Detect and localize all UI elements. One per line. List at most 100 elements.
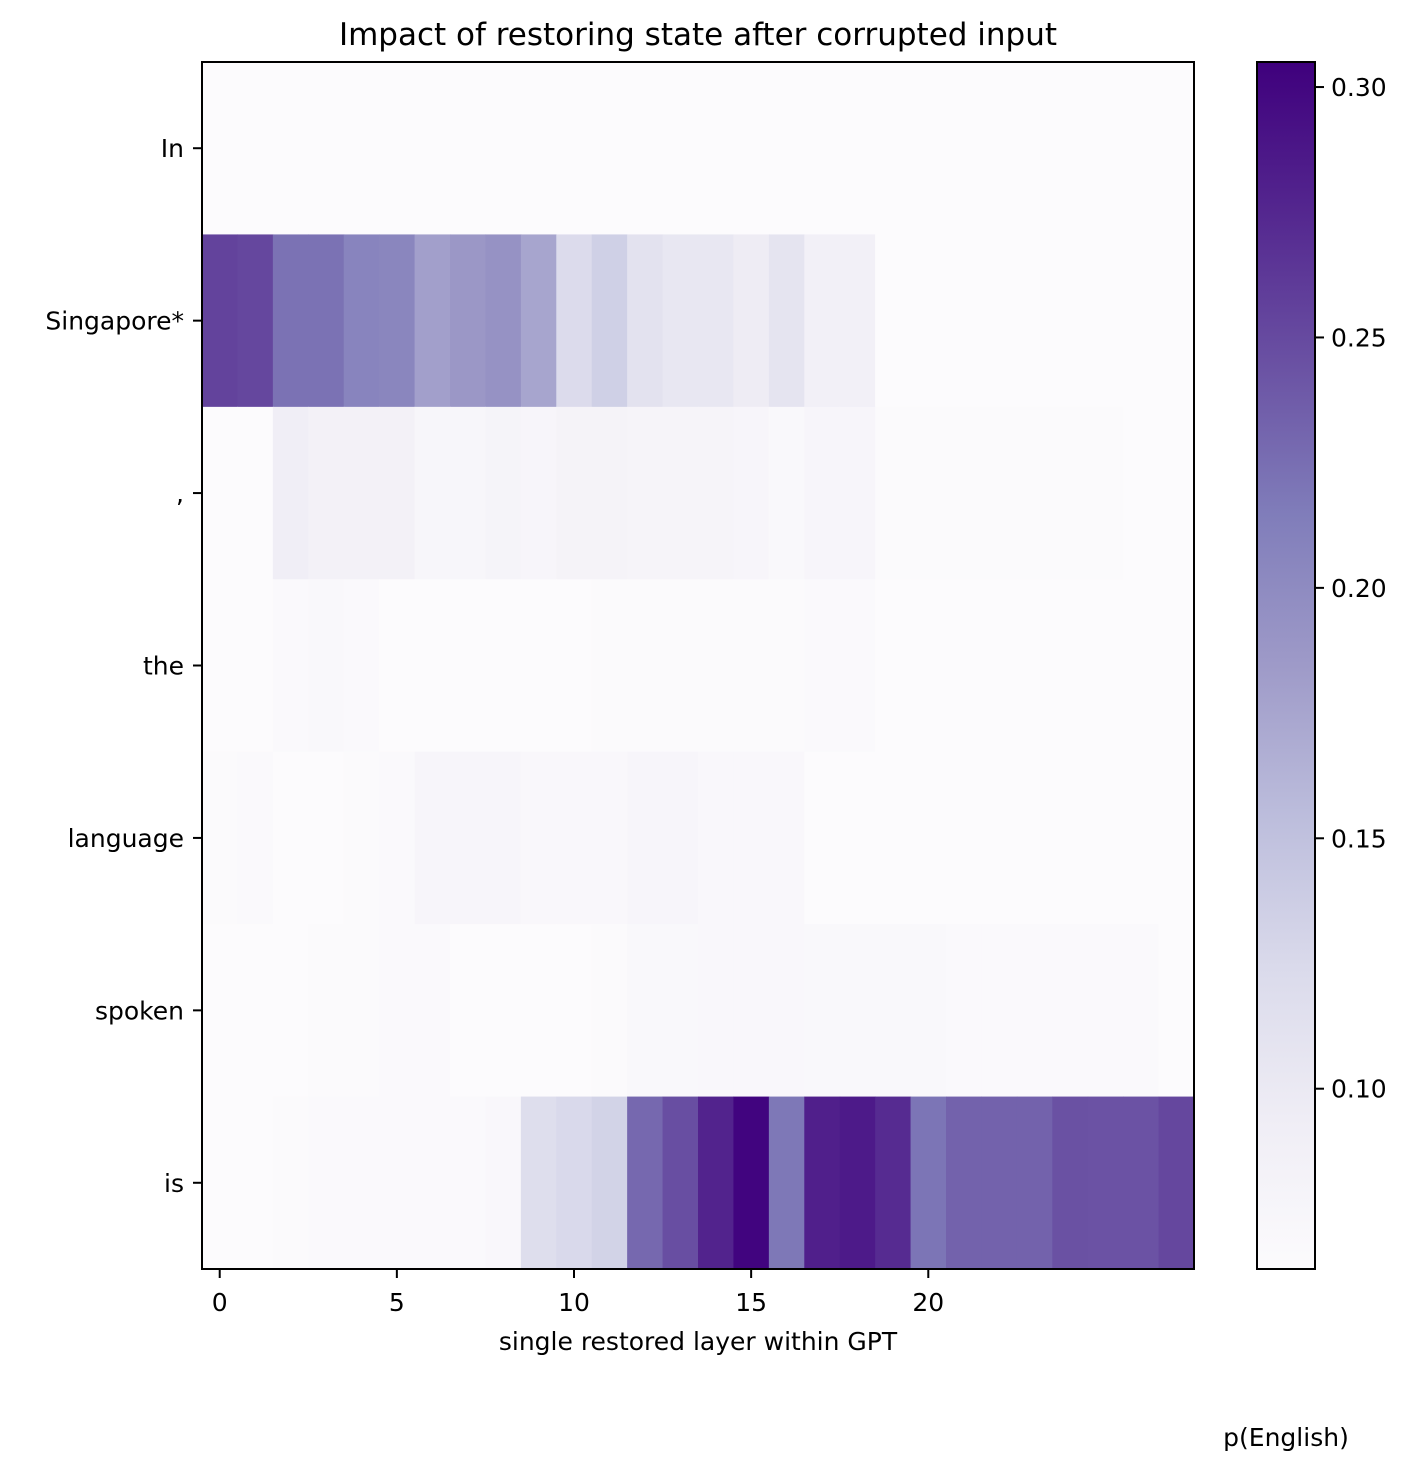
heatmap-cell xyxy=(875,62,912,236)
heatmap-cell xyxy=(839,579,876,753)
heatmap-cell xyxy=(450,924,487,1098)
heatmap-cell xyxy=(627,234,664,408)
heatmap-cell xyxy=(1158,924,1195,1098)
heatmap-cell xyxy=(1016,751,1053,925)
heatmap-cell xyxy=(343,924,380,1098)
heatmap-cell xyxy=(450,62,487,236)
heatmap-cell xyxy=(698,62,735,236)
colorbar-tick-label: 0.25 xyxy=(1331,323,1387,352)
x-tick-label: 15 xyxy=(735,1288,767,1317)
y-axis: In Singapore*, the language spoken is xyxy=(45,134,202,1198)
heatmap-cell xyxy=(237,751,274,925)
x-axis: 0 5 10 15 20 xyxy=(212,1269,944,1317)
heatmap-cell xyxy=(450,406,487,580)
heatmap-cell xyxy=(698,924,735,1098)
colorbar xyxy=(1256,61,1316,1270)
heatmap-cell xyxy=(733,751,770,925)
heatmap-cell xyxy=(910,1096,947,1270)
heatmap-cell xyxy=(591,1096,628,1270)
heatmap-cell xyxy=(1016,234,1053,408)
heatmap-cell xyxy=(662,751,699,925)
heatmap-cell xyxy=(910,924,947,1098)
y-tick-label: language xyxy=(68,824,184,853)
heatmap-cell xyxy=(875,406,912,580)
heatmap-cell xyxy=(1087,924,1124,1098)
heatmap-cell xyxy=(556,579,593,753)
heatmap-cell xyxy=(662,62,699,236)
heatmap-cell xyxy=(520,62,557,236)
heatmap-cell xyxy=(591,751,628,925)
heatmap-cell xyxy=(556,1096,593,1270)
heatmap-cell xyxy=(627,579,664,753)
heatmap-cell xyxy=(698,234,735,408)
heatmap-cell xyxy=(485,1096,522,1270)
heatmap-cell xyxy=(1016,406,1053,580)
heatmap-cell xyxy=(946,751,983,925)
heatmap-cell xyxy=(272,751,309,925)
x-axis-label: single restored layer within GPT xyxy=(499,1327,898,1356)
heatmap-cell xyxy=(768,406,805,580)
heatmap-cell xyxy=(237,924,274,1098)
heatmap-cell xyxy=(1016,579,1053,753)
heatmap-cell xyxy=(627,62,664,236)
heatmap-cell xyxy=(237,62,274,236)
heatmap-cell xyxy=(237,1096,274,1270)
heatmap-cell xyxy=(768,924,805,1098)
heatmap-cell xyxy=(272,579,309,753)
heatmap-cell xyxy=(520,234,557,408)
heatmap-cell xyxy=(272,1096,309,1270)
heatmap-cell xyxy=(556,751,593,925)
heatmap-cell xyxy=(698,751,735,925)
heatmap-cell xyxy=(485,579,522,753)
heatmap-cell xyxy=(202,62,239,236)
heatmap-cell xyxy=(520,406,557,580)
heatmap-cell xyxy=(1052,406,1089,580)
heatmap-cell xyxy=(202,1096,239,1270)
heatmap-cell xyxy=(662,579,699,753)
heatmap-cell xyxy=(379,579,416,753)
heatmap-cell xyxy=(768,1096,805,1270)
heatmap-cell xyxy=(414,924,451,1098)
heatmap-cell xyxy=(910,234,947,408)
heatmap-cell xyxy=(414,579,451,753)
heatmap-cell xyxy=(202,579,239,753)
heatmap-cell xyxy=(591,406,628,580)
heatmap-cell xyxy=(520,579,557,753)
heatmap-cell xyxy=(627,924,664,1098)
heatmap-cell xyxy=(1087,406,1124,580)
heatmap-cell xyxy=(733,62,770,236)
heatmap-cell xyxy=(804,1096,841,1270)
heatmap-cell xyxy=(662,406,699,580)
heatmap-cell xyxy=(839,924,876,1098)
heatmap-cell xyxy=(946,1096,983,1270)
heatmap-cell xyxy=(1158,62,1195,236)
heatmap-cell xyxy=(202,924,239,1098)
heatmap-cell xyxy=(1052,924,1089,1098)
heatmap-cell xyxy=(1158,234,1195,408)
heatmap-cell xyxy=(946,234,983,408)
heatmap-cell xyxy=(308,406,345,580)
heatmap-cell xyxy=(839,234,876,408)
heatmap-cell xyxy=(981,579,1018,753)
colorbar-ticks: 0.10 0.15 0.20 0.25 0.30 xyxy=(1315,73,1387,1104)
heatmap-cell xyxy=(1123,234,1160,408)
heatmap-cell xyxy=(1087,579,1124,753)
heatmap-cell xyxy=(662,234,699,408)
heatmap-cell xyxy=(1052,579,1089,753)
heatmap-cell xyxy=(343,751,380,925)
heatmap-cell xyxy=(804,751,841,925)
heatmap-cell xyxy=(839,1096,876,1270)
colorbar-tick-label: 0.15 xyxy=(1331,824,1387,853)
colorbar-tick-label: 0.20 xyxy=(1331,574,1387,603)
heatmap-cell xyxy=(308,751,345,925)
heatmap-cell xyxy=(1123,751,1160,925)
x-tick-label: 10 xyxy=(558,1288,590,1317)
heatmap-cell xyxy=(910,579,947,753)
heatmap-cell xyxy=(485,234,522,408)
y-tick-label: spoken xyxy=(95,996,184,1025)
x-tick-label: 20 xyxy=(912,1288,944,1317)
heatmap-cell xyxy=(308,234,345,408)
heatmap-cell xyxy=(698,579,735,753)
heatmap-cell xyxy=(768,751,805,925)
chart-title: Impact of restoring state after corrupte… xyxy=(339,17,1057,53)
